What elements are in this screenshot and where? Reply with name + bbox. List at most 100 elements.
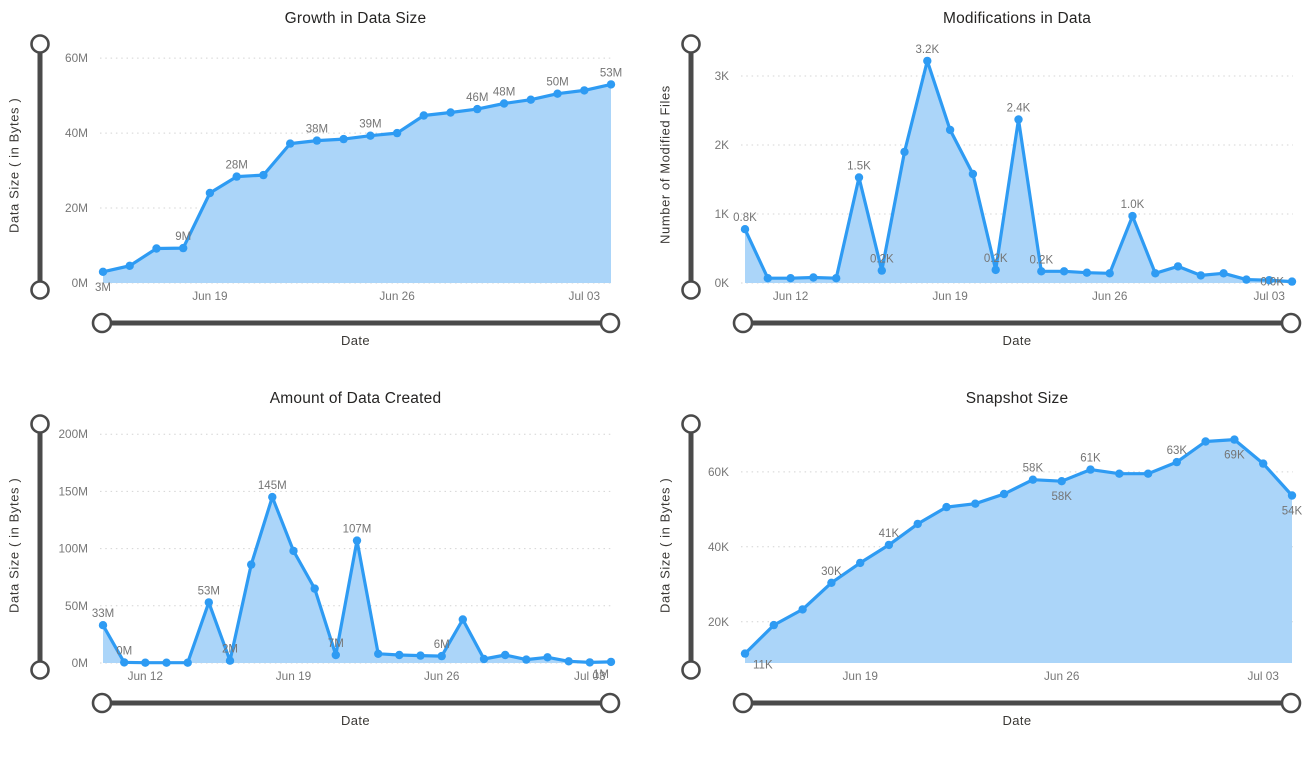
data-point[interactable]: [585, 658, 594, 667]
data-point[interactable]: [1151, 269, 1160, 278]
data-point[interactable]: [1143, 469, 1153, 478]
data-point[interactable]: [1287, 491, 1297, 500]
y-range-slider-handle-top[interactable]: [681, 34, 701, 54]
x-range-slider-handle-left[interactable]: [732, 692, 754, 714]
data-point[interactable]: [247, 560, 256, 569]
x-range-slider-handle-right[interactable]: [599, 692, 621, 714]
data-point[interactable]: [339, 134, 348, 144]
y-range-slider[interactable]: [30, 34, 50, 300]
data-point[interactable]: [289, 546, 298, 556]
x-range-slider[interactable]: [91, 312, 621, 334]
data-point[interactable]: [1115, 469, 1124, 478]
y-range-slider-handle-top[interactable]: [30, 414, 50, 434]
y-range-slider[interactable]: [681, 414, 701, 680]
data-point[interactable]: [1219, 269, 1228, 278]
data-point[interactable]: [125, 261, 134, 270]
x-range-slider-handle-right[interactable]: [1280, 312, 1302, 334]
data-point[interactable]: [392, 128, 402, 138]
data-point[interactable]: [259, 170, 268, 180]
data-point[interactable]: [809, 273, 818, 282]
data-point[interactable]: [366, 131, 375, 140]
data-point[interactable]: [522, 655, 531, 664]
data-point[interactable]: [968, 169, 978, 179]
data-point[interactable]: [416, 651, 425, 660]
data-point[interactable]: [798, 605, 807, 614]
y-range-slider-handle-top[interactable]: [681, 414, 701, 434]
data-point[interactable]: [1242, 275, 1251, 284]
data-point[interactable]: [971, 499, 980, 508]
data-point[interactable]: [900, 147, 909, 157]
y-range-slider-handle-bottom[interactable]: [30, 660, 50, 680]
data-point[interactable]: [98, 267, 108, 276]
data-point[interactable]: [395, 650, 404, 660]
data-point[interactable]: [501, 650, 510, 660]
x-range-slider[interactable]: [91, 692, 621, 714]
data-point[interactable]: [1037, 267, 1046, 276]
data-point[interactable]: [458, 615, 467, 624]
data-point[interactable]: [1265, 276, 1274, 285]
data-point[interactable]: [740, 225, 750, 234]
data-point[interactable]: [310, 584, 319, 593]
data-point[interactable]: [1082, 268, 1092, 277]
data-point[interactable]: [152, 244, 161, 253]
data-point[interactable]: [1287, 277, 1297, 286]
data-point[interactable]: [786, 274, 795, 283]
data-point[interactable]: [1201, 437, 1210, 446]
data-point[interactable]: [564, 657, 573, 666]
data-point[interactable]: [923, 56, 932, 66]
x-range-slider-handle-left[interactable]: [732, 312, 754, 334]
data-point[interactable]: [606, 657, 616, 667]
data-point[interactable]: [877, 266, 886, 275]
data-point[interactable]: [827, 578, 836, 587]
data-point[interactable]: [1059, 267, 1069, 276]
data-point[interactable]: [1057, 477, 1066, 486]
data-point[interactable]: [1086, 465, 1095, 474]
data-point[interactable]: [991, 265, 1000, 275]
data-point[interactable]: [98, 621, 108, 630]
y-range-slider-handle-bottom[interactable]: [681, 280, 701, 300]
data-point[interactable]: [286, 139, 295, 148]
data-point[interactable]: [1173, 262, 1183, 271]
data-point[interactable]: [913, 519, 922, 529]
y-range-slider[interactable]: [681, 34, 701, 300]
data-point[interactable]: [1259, 459, 1268, 468]
data-point[interactable]: [854, 173, 864, 182]
x-range-slider[interactable]: [732, 692, 1302, 714]
data-point[interactable]: [1128, 211, 1137, 221]
data-point[interactable]: [769, 620, 778, 630]
data-point[interactable]: [1014, 115, 1023, 124]
y-range-slider-handle-bottom[interactable]: [30, 280, 50, 300]
data-point[interactable]: [352, 536, 362, 545]
data-point[interactable]: [162, 658, 171, 667]
data-point[interactable]: [1230, 435, 1239, 444]
x-range-slider-handle-left[interactable]: [91, 692, 113, 714]
data-point[interactable]: [856, 558, 865, 568]
data-point[interactable]: [832, 274, 841, 283]
x-range-slider[interactable]: [732, 312, 1302, 334]
data-point[interactable]: [205, 188, 215, 198]
x-range-slider-handle-right[interactable]: [599, 312, 621, 334]
data-point[interactable]: [553, 89, 562, 98]
data-point[interactable]: [473, 104, 482, 114]
x-range-slider-handle-left[interactable]: [91, 312, 113, 334]
data-point[interactable]: [526, 95, 535, 104]
data-point[interactable]: [268, 492, 277, 502]
data-point[interactable]: [204, 598, 213, 607]
y-range-slider[interactable]: [30, 414, 50, 680]
data-point[interactable]: [945, 125, 955, 135]
data-point[interactable]: [374, 649, 383, 658]
data-point[interactable]: [580, 86, 589, 95]
data-point[interactable]: [179, 243, 188, 253]
data-point[interactable]: [312, 136, 322, 145]
data-point[interactable]: [763, 274, 772, 283]
data-point[interactable]: [499, 99, 509, 108]
data-point[interactable]: [1172, 457, 1181, 467]
data-point[interactable]: [942, 502, 951, 512]
data-point[interactable]: [446, 108, 455, 117]
x-range-slider-handle-right[interactable]: [1280, 692, 1302, 714]
data-point[interactable]: [884, 540, 894, 550]
data-point[interactable]: [232, 172, 241, 181]
y-range-slider-handle-top[interactable]: [30, 34, 50, 54]
data-point[interactable]: [419, 111, 428, 120]
data-point[interactable]: [120, 658, 129, 667]
